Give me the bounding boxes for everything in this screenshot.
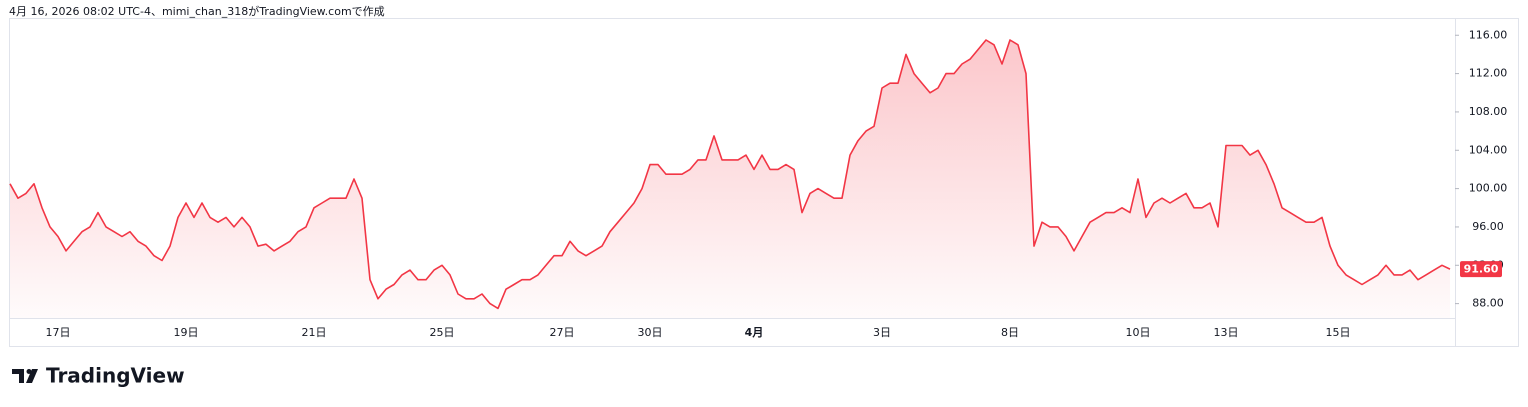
caption: 4月 16, 2026 08:02 UTC-4、mimi_chan_318がTr…: [9, 4, 385, 18]
brand-logo: [12, 369, 38, 383]
x-tick-label: 3日: [873, 326, 891, 339]
x-tick-label: 21日: [302, 326, 327, 339]
y-tick-label: 116.00: [1469, 28, 1508, 41]
y-tick-label: 104.00: [1469, 143, 1508, 156]
last-price-box: [1460, 261, 1502, 278]
x-tick-label: 8日: [1001, 326, 1019, 339]
x-tick-label: 17日: [46, 326, 71, 339]
x-tick-label: 13日: [1214, 326, 1239, 339]
x-tick-label: 30日: [638, 326, 663, 339]
plot: [9, 39, 1451, 318]
x-tick-label: 10日: [1126, 326, 1151, 339]
x-tick-label: 27日: [550, 326, 575, 339]
area-fill: [10, 40, 1450, 318]
y-tick-label: 96.00: [1472, 220, 1504, 233]
y-tick-label: 108.00: [1469, 105, 1508, 118]
brand: TradingView: [46, 364, 185, 388]
frame: [9, 18, 1519, 347]
x-tick-label: 19日: [174, 326, 199, 339]
price-line: [9, 39, 1451, 310]
y-tick-label: 88.00: [1472, 297, 1504, 310]
y-tick-label: 100.00: [1469, 182, 1508, 195]
x-tick-label: 25日: [430, 326, 455, 339]
y-tick-label: 112.00: [1469, 67, 1508, 80]
x-tick-label: 15日: [1326, 326, 1351, 339]
x-tick-label: 4月: [745, 326, 764, 339]
last-price-label: 91.60: [1464, 263, 1499, 276]
